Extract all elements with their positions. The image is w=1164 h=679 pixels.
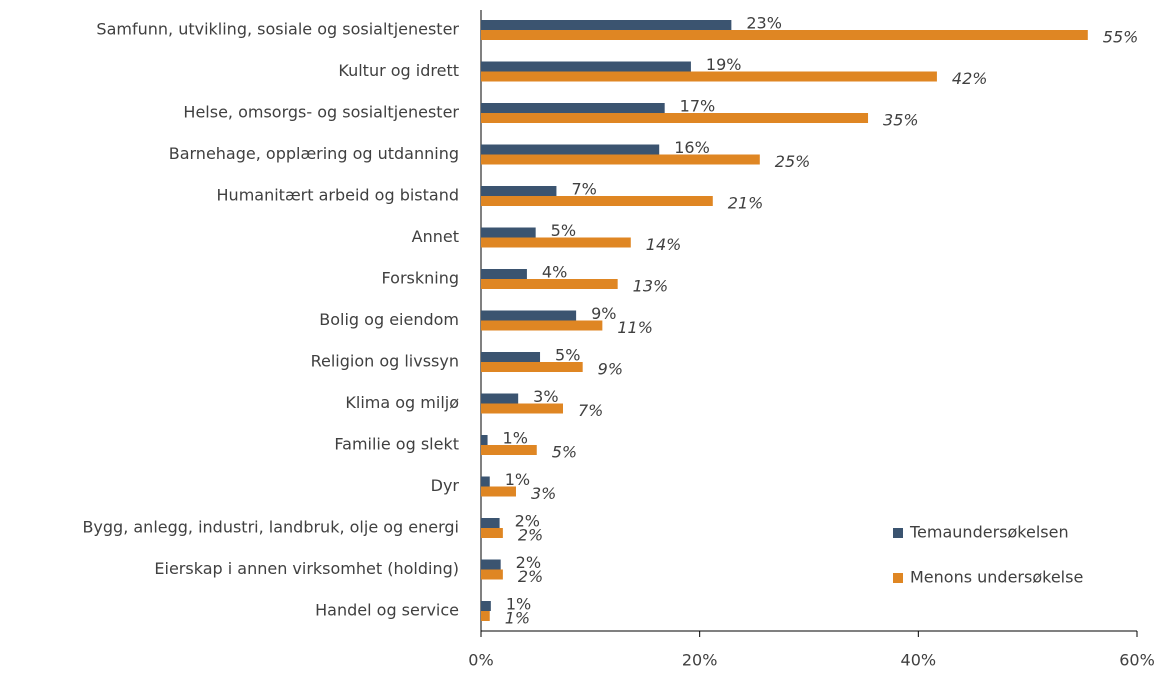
value-label: 5% [555,346,580,365]
category-label: Dyr [431,476,460,495]
value-label: 19% [706,55,742,74]
value-label: 35% [883,111,919,130]
value-label: 2% [518,526,543,545]
bar [481,103,665,113]
value-label: 9% [598,360,623,379]
value-label: 2% [516,553,541,572]
value-label: 21% [728,194,764,213]
x-tick-label: 60% [1119,651,1155,670]
bar [481,486,516,497]
bar [481,569,503,580]
value-label: 1% [505,470,530,489]
value-label: 2% [518,567,543,586]
category-label: Bolig og eiendom [319,310,459,329]
category-label: Barnehage, opplæring og utdanning [169,144,459,163]
value-label: 5% [552,443,577,462]
bar [481,30,1088,40]
category-label: Bygg, anlegg, industri, landbruk, olje o… [82,518,459,537]
bar [481,611,490,621]
legend-swatch [893,573,903,583]
value-label: 7% [578,401,603,420]
category-label: Familie og slekt [334,435,459,454]
bar [481,71,937,82]
value-label: 42% [952,69,988,88]
x-tick-label: 40% [901,651,937,670]
value-label: 17% [680,97,716,116]
bar [481,559,501,570]
value-label: 2% [515,512,540,531]
category-label: Samfunn, utvikling, sosiale og sosialtje… [96,20,459,39]
value-label: 14% [646,235,682,254]
value-label: 23% [746,14,782,33]
x-tick-label: 20% [682,651,718,670]
bar [481,227,536,238]
bar [481,144,660,155]
bar [481,154,760,165]
bar [481,20,732,30]
category-label: Handel og service [315,601,459,620]
legend-label: Menons undersøkelse [910,568,1083,587]
bar [481,352,541,362]
value-label: 11% [617,318,653,337]
category-label: Forskning [382,269,459,288]
bar [481,435,488,445]
bar [481,403,563,414]
bar [481,518,500,528]
bar [481,269,527,279]
category-label: Helse, omsorgs- og sosialtjenester [183,103,459,122]
category-label: Kultur og idrett [338,61,459,80]
bar [481,186,557,196]
bar [481,61,691,72]
bar [481,445,537,455]
value-label: 9% [591,304,616,323]
bar [481,320,603,331]
value-label: 4% [542,263,567,282]
legend-swatch [893,528,903,538]
value-label: 1% [503,429,528,448]
value-label: 55% [1103,28,1139,47]
legend-label: Temaundersøkelsen [909,523,1069,542]
x-tick-label: 0% [468,651,493,670]
value-label: 5% [551,221,576,240]
value-label: 16% [674,138,710,157]
category-label: Klima og miljø [345,393,459,412]
value-label: 3% [531,484,556,503]
bar [481,113,869,123]
bar [481,362,583,372]
category-label: Religion og livssyn [311,352,459,371]
bar [481,237,631,248]
category-label: Eierskap i annen virksomhet (holding) [154,559,459,578]
value-label: 3% [533,387,558,406]
bar [481,601,491,611]
value-label: 25% [775,152,811,171]
bar [481,310,577,321]
value-label: 1% [505,609,530,628]
bar [481,279,618,289]
bar [481,476,490,487]
value-label: 13% [633,277,669,296]
category-label: Annet [412,227,459,246]
bar [481,528,503,538]
value-label: 1% [506,595,531,614]
value-label: 7% [571,180,596,199]
bar [481,393,519,404]
bar [481,196,713,206]
category-label: Humanitært arbeid og bistand [217,186,459,205]
